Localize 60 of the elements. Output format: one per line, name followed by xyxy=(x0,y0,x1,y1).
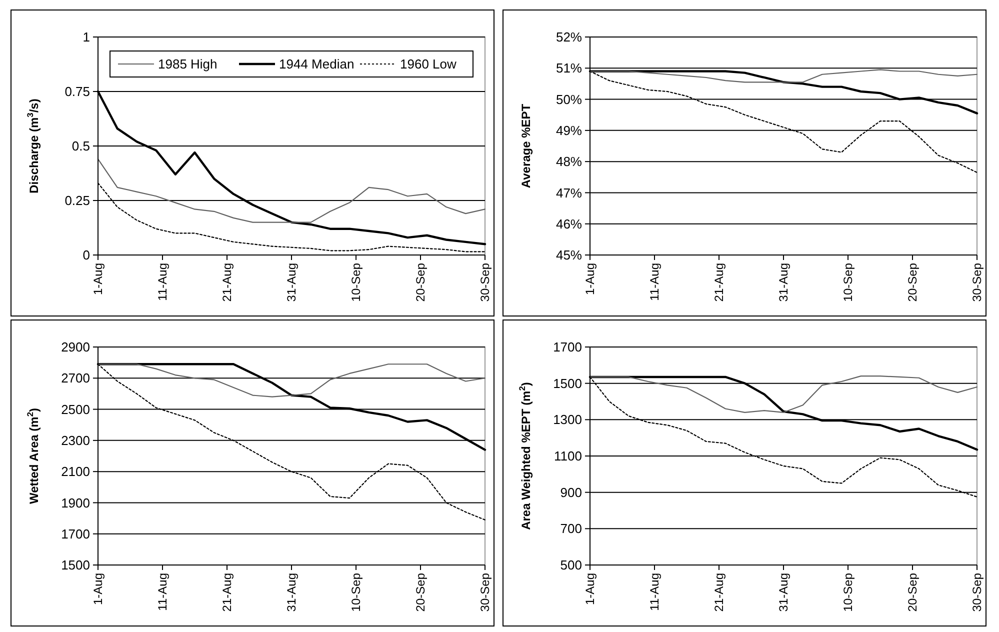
x-tick-label: 21-Aug xyxy=(712,573,726,612)
x-tick-label: 31-Aug xyxy=(776,573,791,612)
y-tick-label: 46% xyxy=(556,216,582,232)
x-tick-label: 30-Sep xyxy=(970,572,984,612)
x-tick-label: 21-Aug xyxy=(712,263,726,302)
x-tick-label: 20-Sep xyxy=(414,572,428,612)
y-tick-label: 2700 xyxy=(61,370,90,386)
x-tick-label: 30-Sep xyxy=(478,262,492,302)
y-tick-label: 48% xyxy=(556,154,582,170)
y-tick-label: 49% xyxy=(556,122,582,138)
x-tick-label: 1-Aug xyxy=(91,573,106,606)
y-tick-label: 0 xyxy=(82,248,90,263)
y-tick-label: 1 xyxy=(82,30,90,45)
y-tick-label: 1300 xyxy=(553,412,582,428)
x-tick-label: 20-Sep xyxy=(906,572,920,612)
y-tick-label: 2900 xyxy=(61,340,90,355)
x-tick-label: 11-Aug xyxy=(156,573,170,611)
x-tick-label: 10-Sep xyxy=(841,262,856,302)
x-tick-label: 11-Aug xyxy=(648,573,662,611)
y-tick-label: 1900 xyxy=(61,495,90,510)
y-tick-label: 0.75 xyxy=(64,84,90,100)
y-tick-label: 0.5 xyxy=(72,138,90,154)
y-tick-label: 0.25 xyxy=(64,193,90,208)
x-tick-label: 30-Sep xyxy=(478,572,492,612)
y-tick-label: 2500 xyxy=(61,402,90,417)
y-tick-label: 45% xyxy=(556,248,582,263)
x-tick-label: 20-Sep xyxy=(414,262,428,302)
y-axis-title: Average %EPT xyxy=(519,103,533,188)
x-tick-label: 1-Aug xyxy=(91,263,106,296)
x-tick-label: 31-Aug xyxy=(776,263,791,302)
x-tick-label: 21-Aug xyxy=(220,573,234,612)
y-tick-label: 51% xyxy=(556,60,582,76)
legend-label: 1960 Low xyxy=(400,56,457,72)
x-tick-label: 30-Sep xyxy=(970,262,984,302)
x-tick-label: 31-Aug xyxy=(284,573,299,612)
y-tick-label: 1500 xyxy=(61,558,90,573)
x-tick-label: 21-Aug xyxy=(220,263,234,302)
y-tick-label: 2100 xyxy=(61,464,90,480)
y-tick-label: 500 xyxy=(560,558,582,573)
x-tick-label: 31-Aug xyxy=(284,263,299,302)
y-tick-label: 1700 xyxy=(61,526,90,542)
x-tick-label: 20-Sep xyxy=(906,262,920,302)
x-tick-label: 11-Aug xyxy=(648,263,662,301)
y-tick-label: 1500 xyxy=(553,376,582,391)
legend-label: 1985 High xyxy=(158,56,218,72)
y-tick-label: 47% xyxy=(556,185,582,200)
x-tick-label: 1-Aug xyxy=(583,263,598,296)
x-tick-label: 10-Sep xyxy=(349,572,364,612)
x-tick-label: 11-Aug xyxy=(156,263,170,301)
y-tick-label: 50% xyxy=(556,92,582,107)
y-tick-label: 900 xyxy=(560,484,582,500)
y-tick-label: 700 xyxy=(560,521,582,536)
y-tick-label: 52% xyxy=(556,30,582,45)
legend-label: 1944 Median xyxy=(279,56,354,72)
x-tick-label: 1-Aug xyxy=(583,573,598,606)
x-tick-label: 10-Sep xyxy=(349,262,364,302)
y-tick-label: 2300 xyxy=(61,432,90,448)
x-tick-label: 10-Sep xyxy=(841,572,856,612)
y-tick-label: 1700 xyxy=(553,340,582,355)
y-tick-label: 1100 xyxy=(554,448,582,464)
